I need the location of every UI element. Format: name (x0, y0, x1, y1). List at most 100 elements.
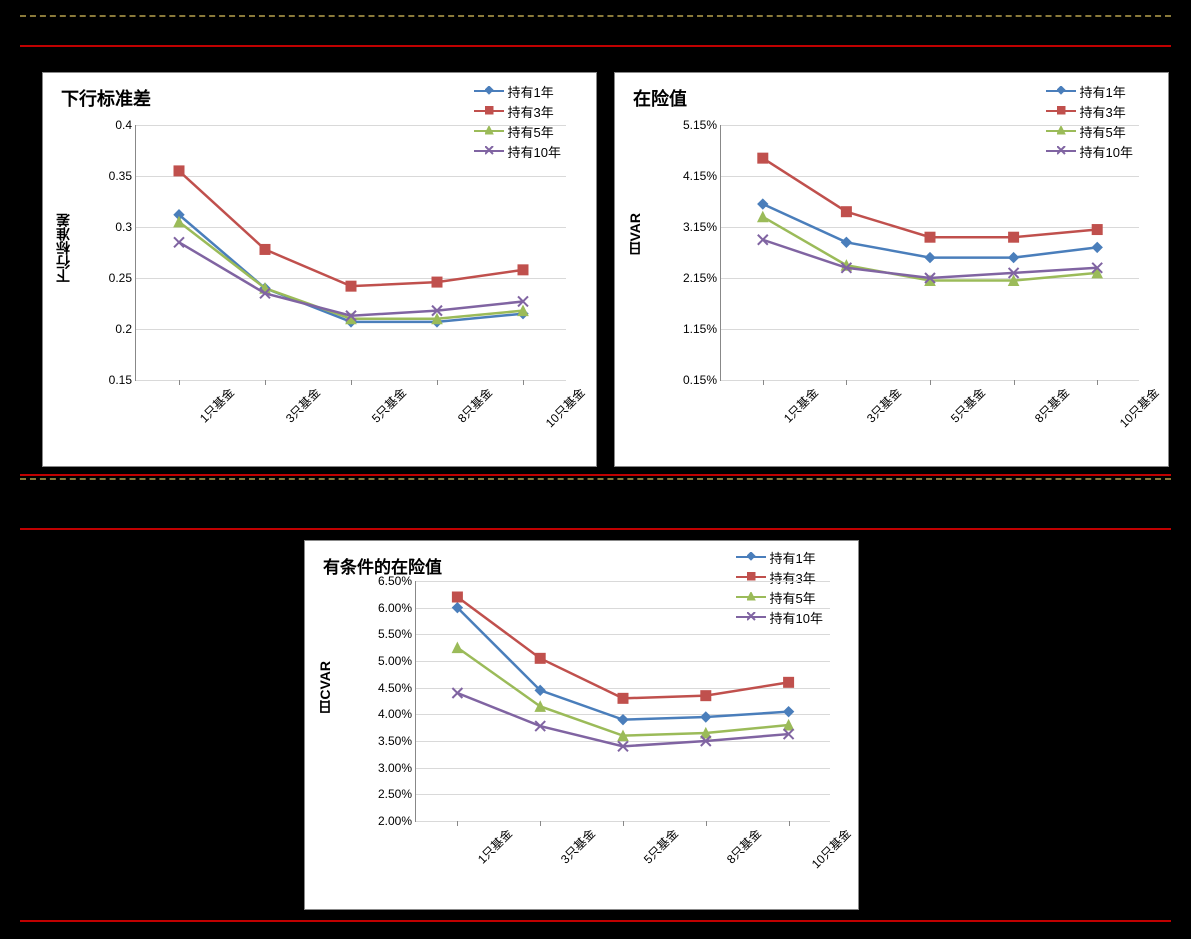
x-tick-label: 8只基金 (722, 825, 764, 867)
x-tick-label: 5只基金 (640, 825, 682, 867)
y-tick-label: 4.00% (378, 707, 412, 721)
marker-square-icon (784, 677, 794, 687)
x-tick-label: 3只基金 (863, 384, 905, 426)
series-line (179, 222, 523, 319)
x-tick (789, 821, 790, 826)
marker-square-icon (1009, 232, 1019, 242)
y-tick-label: 2.00% (378, 814, 412, 828)
horizontal-rule (20, 15, 1171, 17)
x-tick (179, 380, 180, 385)
x-tick (623, 821, 624, 826)
series-line (763, 204, 1097, 258)
x-tick (763, 380, 764, 385)
y-tick-label: 3.15% (683, 220, 717, 234)
x-tick (351, 380, 352, 385)
y-tick-label: 0.3 (115, 220, 132, 234)
marker-diamond-icon (1009, 253, 1019, 263)
legend-marker-diamond-icon (1046, 84, 1076, 98)
y-tick-label: 0.2 (115, 322, 132, 336)
legend-item: 持有3年 (1046, 101, 1133, 121)
marker-square-icon (518, 265, 528, 275)
plot-area: 2.00%2.50%3.00%3.50%4.00%4.50%5.00%5.50%… (415, 581, 830, 822)
y-tick-label: 1.15% (683, 322, 717, 336)
x-tick (457, 821, 458, 826)
marker-square-icon (535, 653, 545, 663)
chart1-container: 下行标准差持有1年持有3年持有5年持有10年0.150.20.250.30.35… (42, 72, 597, 467)
y-axis-label: 下行标准差 (53, 213, 73, 283)
x-tick-label: 3只基金 (282, 384, 324, 426)
legend-marker-diamond-icon (474, 84, 504, 98)
legend-label: 持有1年 (770, 548, 816, 567)
legend-label: 持有3年 (508, 102, 554, 121)
x-tick (1097, 380, 1098, 385)
marker-diamond-icon (784, 707, 794, 717)
legend-item: 持有3年 (474, 101, 561, 121)
marker-diamond-icon (1092, 242, 1102, 252)
marker-square-icon (701, 691, 711, 701)
series-svg (136, 125, 566, 380)
marker-square-icon (174, 166, 184, 176)
marker-square-icon (925, 232, 935, 242)
x-tick-label: 8只基金 (1030, 384, 1072, 426)
plot-area: 0.15%1.15%2.15%3.15%4.15%5.15%1只基金3只基金5只… (720, 125, 1139, 381)
marker-square-icon (260, 244, 270, 254)
marker-triangle-icon (758, 212, 768, 222)
plot-area: 0.150.20.250.30.350.41只基金3只基金5只基金8只基金10只… (135, 125, 566, 381)
chart-title: 下行标准差 (61, 85, 151, 111)
legend-item: 持有1年 (736, 547, 823, 567)
y-tick-label: 2.50% (378, 787, 412, 801)
series-line (763, 158, 1097, 237)
x-tick-label: 1只基金 (779, 384, 821, 426)
series-line (179, 171, 523, 286)
marker-triangle-icon (452, 643, 462, 653)
legend-marker-square-icon (474, 104, 504, 118)
x-tick-label: 5只基金 (947, 384, 989, 426)
marker-square-icon (841, 207, 851, 217)
y-tick-label: 5.50% (378, 627, 412, 641)
marker-diamond-icon (618, 715, 628, 725)
marker-square-icon (758, 153, 768, 163)
y-tick-label: 0.4 (115, 118, 132, 132)
marker-square-icon (346, 281, 356, 291)
legend-label: 持有1年 (1080, 82, 1126, 101)
horizontal-rule (20, 474, 1171, 476)
legend-marker-square-icon (1046, 104, 1076, 118)
x-tick (1014, 380, 1015, 385)
chart2-container: 在险值持有1年持有3年持有5年持有10年0.15%1.15%2.15%3.15%… (614, 72, 1169, 467)
y-tick-label: 0.25 (109, 271, 132, 285)
x-tick-label: 10只基金 (1116, 384, 1163, 431)
legend-label: 持有3年 (1080, 102, 1126, 121)
y-tick-label: 4.15% (683, 169, 717, 183)
marker-square-icon (452, 592, 462, 602)
y-tick-label: 2.15% (683, 271, 717, 285)
x-tick-label: 1只基金 (474, 825, 516, 867)
legend-marker-diamond-icon (736, 550, 766, 564)
x-tick-label: 8只基金 (454, 384, 496, 426)
marker-cross-icon (452, 688, 462, 698)
series-svg (721, 125, 1139, 380)
x-tick-label: 1只基金 (196, 384, 238, 426)
x-tick-label: 10只基金 (541, 384, 588, 431)
marker-diamond-icon (841, 237, 851, 247)
horizontal-rule (20, 528, 1171, 530)
marker-diamond-icon (925, 253, 935, 263)
y-tick-label: 0.35 (109, 169, 132, 183)
chart-title: 在险值 (633, 85, 687, 111)
x-tick-label: 10只基金 (807, 825, 854, 872)
y-axis-label: 日VAR (625, 213, 645, 256)
x-tick (265, 380, 266, 385)
marker-cross-icon (174, 237, 184, 247)
y-tick-label: 4.50% (378, 681, 412, 695)
marker-square-icon (1092, 225, 1102, 235)
x-tick (846, 380, 847, 385)
y-tick-label: 6.50% (378, 574, 412, 588)
marker-square-icon (432, 277, 442, 287)
marker-diamond-icon (758, 199, 768, 209)
x-tick (706, 821, 707, 826)
y-tick-label: 0.15 (109, 373, 132, 387)
chart3-container: 有条件的在险值持有1年持有3年持有5年持有10年2.00%2.50%3.00%3… (304, 540, 859, 910)
x-tick (437, 380, 438, 385)
y-tick-label: 3.00% (378, 761, 412, 775)
x-tick (930, 380, 931, 385)
legend-label: 持有1年 (508, 82, 554, 101)
